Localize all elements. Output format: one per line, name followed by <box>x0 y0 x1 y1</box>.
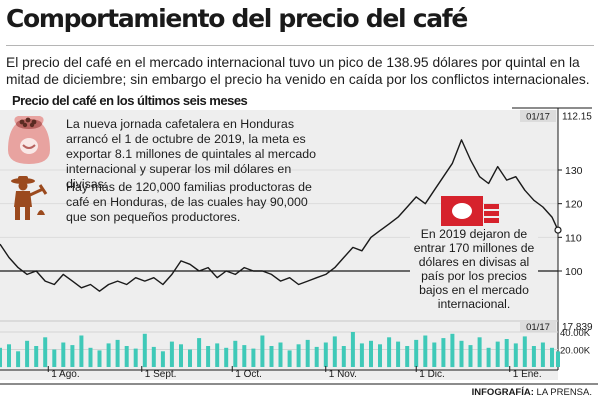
volume-bar <box>25 340 30 368</box>
date-tick-label: 1 Dic. <box>419 369 445 380</box>
info-text-harvest: La nueva jornada cafetalera en Honduras … <box>66 117 317 191</box>
volume-bar <box>359 343 364 367</box>
volume-bar <box>531 346 536 367</box>
volume-bar <box>242 345 247 367</box>
volume-bar <box>387 337 392 368</box>
info-text-families: Hay más de 120,000 familias productoras … <box>66 180 312 224</box>
volume-bar <box>513 343 518 367</box>
coffee-sack-icon <box>8 116 50 164</box>
volume-bar <box>486 347 491 368</box>
price-last-date: 01/17 <box>526 112 550 123</box>
volume-bar <box>396 341 401 367</box>
volume-tick-label: 40.00K <box>560 328 591 339</box>
volume-bar <box>97 350 102 367</box>
volume-bar <box>160 351 165 368</box>
price-last-point <box>554 226 562 234</box>
date-tick-label: 1 Ago. <box>51 369 79 380</box>
volume-bar <box>260 335 265 367</box>
volume-bar <box>34 346 39 367</box>
volume-bar <box>441 338 446 367</box>
volume-bar <box>314 346 319 367</box>
volume-bar <box>323 342 328 367</box>
volume-bar <box>495 341 500 367</box>
volume-bar <box>332 336 337 367</box>
volume-bar <box>224 347 229 368</box>
volume-bar <box>287 350 292 367</box>
volume-bar <box>106 343 111 367</box>
volume-bar <box>556 351 560 367</box>
volume-bar <box>7 344 11 368</box>
volume-bar <box>278 342 283 367</box>
credit-line: INFOGRAFÍA: LA PRENSA. <box>472 387 592 398</box>
volume-bar <box>142 333 147 368</box>
volume-bar <box>305 339 310 367</box>
price-tick-label: 120 <box>565 199 583 211</box>
last-date-box <box>520 110 556 122</box>
volume-last-date-box <box>520 321 556 332</box>
volume-bar <box>188 349 192 367</box>
volume-bar <box>540 342 545 367</box>
volume-bar <box>269 346 274 367</box>
volume-bar <box>133 348 138 367</box>
money-icon <box>441 196 499 226</box>
volume-last-value: 17.839 <box>562 322 593 333</box>
volume-bar <box>61 342 66 367</box>
callout-text: En 2019 dejaron de entrar 170 millones d… <box>410 226 538 312</box>
volume-bar <box>233 340 238 368</box>
volume-bar <box>423 335 428 367</box>
date-tick-label: 1 Nov. <box>329 369 357 380</box>
volume-bar <box>115 339 120 367</box>
volume-bar <box>52 349 57 367</box>
page-title: Comportamiento del precio del café <box>6 4 468 33</box>
volume-bar <box>504 339 509 367</box>
volume-bar <box>179 344 183 368</box>
price-tick-label: 110 <box>565 232 582 244</box>
volume-bar <box>414 339 419 367</box>
volume-bar <box>341 346 346 367</box>
date-tick-label: 1 Oct. <box>235 369 262 380</box>
volume-bar <box>550 347 554 368</box>
farmer-icon <box>11 176 48 220</box>
volume-bar <box>206 346 211 367</box>
volume-bar <box>88 347 93 368</box>
date-tick-label: 1 Ene. <box>513 369 542 380</box>
volume-bar <box>350 332 355 367</box>
volume-bar <box>151 346 156 367</box>
price-tick-label: 130 <box>565 165 583 177</box>
price-tick-label: 100 <box>565 266 583 278</box>
chart-heading: Precio del café en los últimos seis mese… <box>12 93 248 108</box>
date-tick-label: 1 Sept. <box>145 369 177 380</box>
price-series-line <box>0 139 559 292</box>
volume-bar <box>432 342 437 367</box>
volume-bar <box>251 348 256 367</box>
credit-label: INFOGRAFÍA: <box>471 387 534 398</box>
volume-bar <box>169 341 174 367</box>
volume-tick-label: 20.00K <box>560 346 591 357</box>
lede-paragraph: El precio del café en el mercado interna… <box>6 55 590 87</box>
volume-bar <box>450 333 455 368</box>
volume-bar <box>0 347 2 368</box>
volume-bar <box>197 338 202 367</box>
volume-bar <box>459 340 464 368</box>
credit-source: LA PRENSA. <box>536 387 592 398</box>
volume-bar <box>215 343 220 367</box>
volume-bar <box>43 337 48 368</box>
volume-last-date: 01/17 <box>526 322 550 333</box>
volume-bar <box>70 345 75 367</box>
volume-bar <box>378 344 382 368</box>
right-axis-panel <box>558 108 598 370</box>
volume-bar <box>477 337 482 368</box>
title-divider <box>6 45 594 46</box>
volume-bar <box>468 345 473 367</box>
volume-bar <box>79 335 84 367</box>
volume-bar <box>296 344 301 368</box>
volume-bar <box>124 346 129 367</box>
volume-bar <box>405 346 410 367</box>
price-last-value: 112.15 <box>562 112 592 123</box>
volume-bar <box>16 351 21 368</box>
volume-bar <box>369 340 373 368</box>
volume-bar <box>522 336 527 367</box>
